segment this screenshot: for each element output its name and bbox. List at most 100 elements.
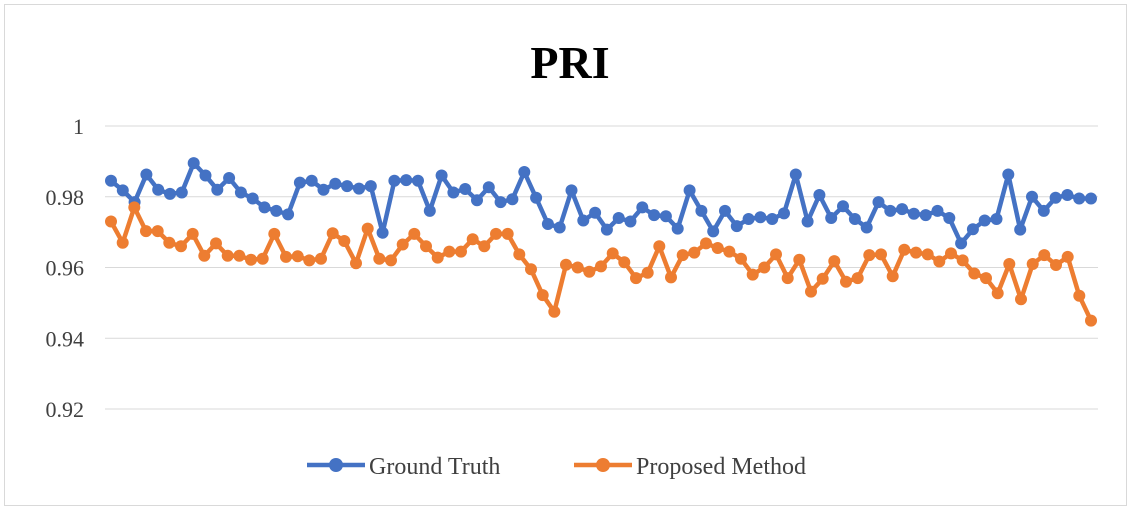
data-point-ground-truth xyxy=(730,220,743,233)
data-point-ground-truth xyxy=(459,183,472,195)
data-point-proposed-method xyxy=(478,240,491,253)
data-point-proposed-method xyxy=(1073,289,1086,302)
data-point-proposed-method xyxy=(233,249,246,262)
data-point-ground-truth xyxy=(105,174,117,187)
data-point-proposed-method xyxy=(1085,314,1097,327)
data-point-proposed-method xyxy=(886,270,899,283)
data-point-ground-truth xyxy=(494,196,507,209)
data-point-ground-truth xyxy=(246,192,259,205)
data-point-ground-truth xyxy=(624,215,637,228)
data-point-proposed-method xyxy=(898,243,911,256)
data-point-ground-truth xyxy=(234,186,247,199)
data-point-ground-truth xyxy=(353,182,365,195)
data-point-proposed-method xyxy=(175,240,187,253)
data-point-ground-truth xyxy=(518,166,531,178)
y-tick-label: 0.92 xyxy=(46,397,85,422)
data-point-ground-truth xyxy=(376,226,389,239)
y-tick-label: 0.98 xyxy=(46,185,85,210)
data-point-proposed-method xyxy=(723,245,736,258)
data-point-proposed-method xyxy=(466,233,479,246)
data-point-ground-truth xyxy=(282,208,295,221)
legend-item-ground-truth: Ground Truth xyxy=(307,454,500,480)
data-point-proposed-method xyxy=(945,247,957,260)
data-point-proposed-method xyxy=(980,272,992,285)
data-point-proposed-method xyxy=(198,249,211,262)
data-point-ground-truth xyxy=(447,186,460,199)
series-lines xyxy=(105,157,1097,327)
data-point-proposed-method xyxy=(501,227,514,240)
data-point-ground-truth xyxy=(813,189,826,201)
data-point-proposed-method xyxy=(151,225,164,238)
data-point-proposed-method xyxy=(956,254,969,267)
data-point-proposed-method xyxy=(1003,258,1016,270)
data-point-ground-truth xyxy=(683,184,696,197)
data-point-proposed-method xyxy=(548,305,561,318)
data-point-proposed-method xyxy=(338,235,351,247)
data-point-ground-truth xyxy=(1049,191,1062,204)
data-point-proposed-method xyxy=(490,227,502,240)
data-point-proposed-method xyxy=(315,252,327,265)
data-point-proposed-method xyxy=(641,266,654,279)
data-point-proposed-method xyxy=(618,256,631,269)
data-point-proposed-method xyxy=(186,227,199,240)
data-point-ground-truth xyxy=(506,193,519,206)
legend-item-proposed-method: Proposed Method xyxy=(574,454,806,480)
data-point-ground-truth xyxy=(1085,192,1097,205)
data-point-proposed-method xyxy=(863,249,876,262)
data-point-ground-truth xyxy=(896,203,909,216)
data-point-proposed-method xyxy=(525,263,537,276)
legend-label-proposed-method: Proposed Method xyxy=(636,454,806,480)
data-point-proposed-method xyxy=(968,267,981,280)
data-point-ground-truth xyxy=(553,221,566,234)
data-point-proposed-method xyxy=(163,236,176,249)
data-point-proposed-method xyxy=(513,248,526,261)
data-point-proposed-method xyxy=(116,236,129,249)
data-point-ground-truth xyxy=(636,201,649,214)
data-point-proposed-method xyxy=(746,268,759,281)
data-point-proposed-method xyxy=(991,287,1004,300)
data-point-ground-truth xyxy=(293,176,306,189)
data-point-ground-truth xyxy=(695,204,708,217)
data-point-ground-truth xyxy=(541,218,554,230)
data-point-proposed-method xyxy=(140,225,152,238)
data-point-proposed-method xyxy=(303,254,316,267)
data-point-proposed-method xyxy=(665,271,677,284)
y-axis-ticks: 0.92 0.94 0.96 0.98 1 xyxy=(46,114,85,422)
data-point-ground-truth xyxy=(530,191,543,204)
data-point-ground-truth xyxy=(211,183,224,196)
data-point-proposed-method xyxy=(455,245,467,258)
data-point-proposed-method xyxy=(781,272,794,285)
data-point-proposed-method xyxy=(840,275,852,288)
data-point-proposed-method xyxy=(921,248,934,261)
data-point-proposed-method xyxy=(396,238,409,251)
legend-marker-ground-truth xyxy=(329,458,343,472)
data-point-ground-truth xyxy=(778,207,790,220)
data-point-proposed-method xyxy=(805,285,817,298)
data-point-proposed-method xyxy=(280,250,292,263)
data-point-proposed-method xyxy=(1026,258,1039,270)
data-point-ground-truth xyxy=(990,213,1003,225)
data-point-proposed-method xyxy=(443,245,456,258)
data-point-ground-truth xyxy=(412,174,424,187)
legend-marker-proposed-method xyxy=(596,458,610,472)
data-point-ground-truth xyxy=(978,214,991,227)
data-point-ground-truth xyxy=(565,184,578,197)
data-point-ground-truth xyxy=(223,172,236,184)
data-point-ground-truth xyxy=(943,212,956,224)
data-point-proposed-method xyxy=(828,255,841,268)
data-point-proposed-method xyxy=(793,253,806,266)
data-point-ground-truth xyxy=(766,213,779,225)
data-point-ground-truth xyxy=(329,177,342,190)
data-point-ground-truth xyxy=(825,212,838,224)
data-point-proposed-method xyxy=(373,252,386,265)
data-point-ground-truth xyxy=(659,210,672,223)
data-point-ground-truth xyxy=(600,223,613,236)
data-point-proposed-method xyxy=(291,250,304,263)
data-point-proposed-method xyxy=(770,248,782,261)
data-point-ground-truth xyxy=(754,211,767,224)
data-point-proposed-method xyxy=(268,227,281,240)
data-point-ground-truth xyxy=(919,209,932,222)
y-tick-label: 1 xyxy=(73,114,84,139)
data-point-proposed-method xyxy=(688,246,701,259)
data-point-ground-truth xyxy=(907,207,920,220)
